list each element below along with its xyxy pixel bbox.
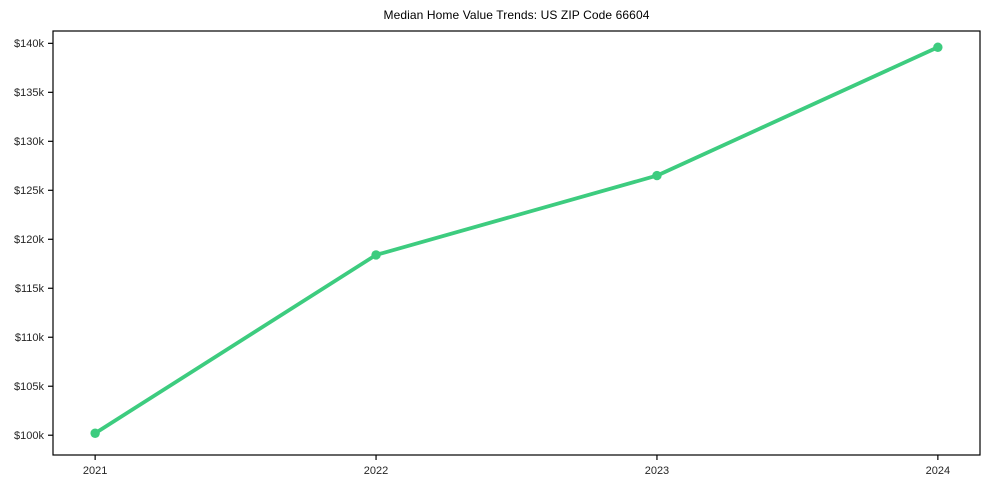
y-axis-tick-label: $140k — [14, 38, 44, 50]
data-point-marker — [90, 428, 100, 438]
chart-title: Median Home Value Trends: US ZIP Code 66… — [383, 8, 650, 22]
data-point-marker — [652, 170, 662, 181]
y-axis-tick-label: $100k — [14, 430, 44, 442]
x-axis-tick-label: 2023 — [645, 465, 669, 477]
y-axis-tick-label: $135k — [14, 87, 44, 99]
x-axis-tick-label: 2021 — [83, 465, 107, 477]
y-axis-tick-label: $125k — [14, 185, 44, 197]
trend-line — [93, 45, 940, 436]
y-axis-tick-label: $120k — [14, 234, 44, 246]
plot-border — [52, 30, 981, 456]
y-axis-tick-label: $105k — [14, 381, 44, 393]
data-point-marker — [933, 42, 943, 52]
x-axis-tick-label: 2022 — [364, 465, 388, 477]
y-axis-tick-label: $130k — [14, 136, 44, 148]
x-axis-tick-label: 2024 — [926, 465, 950, 477]
data-point-marker — [371, 250, 381, 260]
y-axis-tick-label: $110k — [15, 332, 45, 344]
y-axis-tick-label: $115k — [15, 283, 45, 295]
